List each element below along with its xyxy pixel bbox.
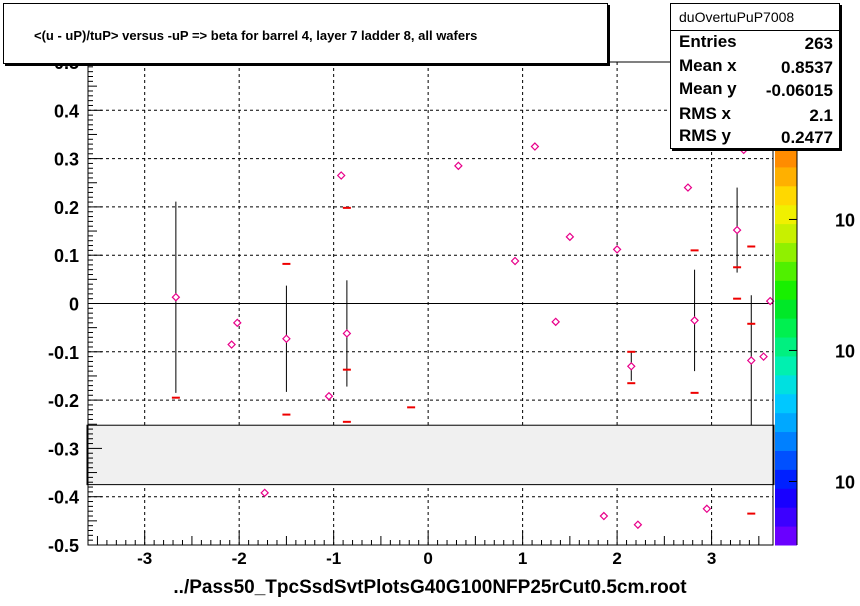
stats-row-mean-y: Mean y -0.06015: [679, 79, 833, 102]
data-point: [765, 296, 775, 306]
palette-segment: [775, 223, 797, 244]
data-point: [599, 511, 609, 521]
data-point: [454, 161, 463, 171]
palette-segment: [775, 185, 797, 206]
data-point: [759, 352, 768, 361]
palette-label: 10: [835, 341, 855, 361]
stats-key: Entries: [679, 32, 737, 51]
stats-value: 0.2477: [781, 128, 833, 147]
data-point: [565, 232, 575, 242]
palette-label: 10: [835, 472, 855, 492]
data-point: [260, 488, 270, 498]
data-point: [633, 520, 643, 530]
stats-row-entries: Entries 263: [679, 32, 833, 55]
x-tick-label: 3: [707, 549, 716, 568]
palette-segment: [775, 526, 797, 546]
data-point: [510, 256, 520, 266]
palette-segment: [775, 412, 797, 433]
data-point: [232, 318, 242, 328]
palette-segment: [775, 507, 797, 527]
stats-value: 0.8537: [781, 58, 833, 77]
palette-segment: [775, 431, 797, 451]
palette-segment: [775, 261, 797, 281]
y-tick-label: -0.1: [48, 343, 79, 363]
stats-row-rms-y: RMS y 0.2477: [679, 126, 833, 149]
x-tick-label: 0: [423, 549, 432, 568]
palette-label: 10: [835, 210, 855, 230]
data-point: [530, 142, 540, 151]
title-box: <(u - uP)/tuP> versus -uP => beta for ba…: [3, 3, 608, 64]
palette-segment: [775, 393, 797, 414]
stats-key: RMS y: [679, 126, 731, 145]
x-tick-label: 2: [612, 549, 621, 568]
x-tick-label: -2: [232, 549, 247, 568]
stats-key: Mean y: [679, 79, 737, 98]
stats-key: RMS x: [679, 104, 731, 123]
stats-name: duOvertuPuP7008: [671, 4, 839, 31]
y-tick-label: 0: [69, 295, 79, 315]
data-point: [690, 316, 699, 325]
y-tick-label: 0.1: [54, 246, 79, 266]
data-point: [282, 334, 291, 344]
y-tick-label: -0.4: [48, 488, 79, 508]
chart-title: <(u - uP)/tuP> versus -uP => beta for ba…: [34, 28, 478, 43]
palette-segment: [775, 374, 797, 395]
stats-box: duOvertuPuP7008 Entries 263 Mean x 0.853…: [670, 3, 840, 149]
palette-segment: [775, 280, 797, 300]
y-tick-label: 0.4: [54, 101, 79, 121]
data-point: [171, 292, 181, 302]
y-tick-label: 0.3: [54, 150, 79, 170]
palette-segment: [775, 355, 797, 376]
data-point: [683, 183, 693, 192]
data-point: [227, 340, 236, 349]
x-tick-label: -3: [137, 549, 152, 568]
stats-row-rms-x: RMS x 2.1: [679, 104, 833, 127]
data-point: [336, 171, 346, 180]
y-tick-label: -0.3: [48, 439, 79, 459]
palette-segment: [775, 337, 797, 357]
stats-value: 2.1: [809, 106, 833, 125]
y-tick-label: -0.5: [48, 536, 79, 556]
palette-segment: [775, 469, 797, 489]
y-tick-label: 0.2: [54, 198, 79, 218]
stats-key: Mean x: [679, 56, 737, 75]
palette-segment: [775, 242, 797, 262]
data-point: [551, 317, 561, 327]
file-name-label: ../Pass50_TpcSsdSvtPlotsG40G100NFP25rCut…: [173, 577, 687, 598]
palette-segment: [775, 148, 797, 168]
data-point: [342, 329, 352, 338]
y-tick-label: -0.2: [48, 391, 79, 411]
data-point: [324, 391, 334, 401]
data-point: [732, 225, 742, 235]
data-point: [612, 245, 622, 254]
data-point: [746, 356, 756, 365]
x-tick-label: -1: [326, 549, 341, 568]
overlay-band: [86, 424, 775, 486]
palette-segment: [775, 299, 797, 319]
stats-row-mean-x: Mean x 0.8537: [679, 56, 833, 79]
palette-segment: [775, 166, 797, 187]
palette-segment: [775, 450, 797, 470]
x-tick-label: 1: [518, 549, 527, 568]
palette-segment: [775, 204, 797, 225]
stats-value: 263: [804, 34, 833, 53]
palette-segment: [775, 318, 797, 338]
data-point: [626, 361, 636, 371]
palette-segment: [775, 488, 797, 508]
stats-value: -0.06015: [765, 81, 833, 100]
data-point: [702, 504, 712, 514]
